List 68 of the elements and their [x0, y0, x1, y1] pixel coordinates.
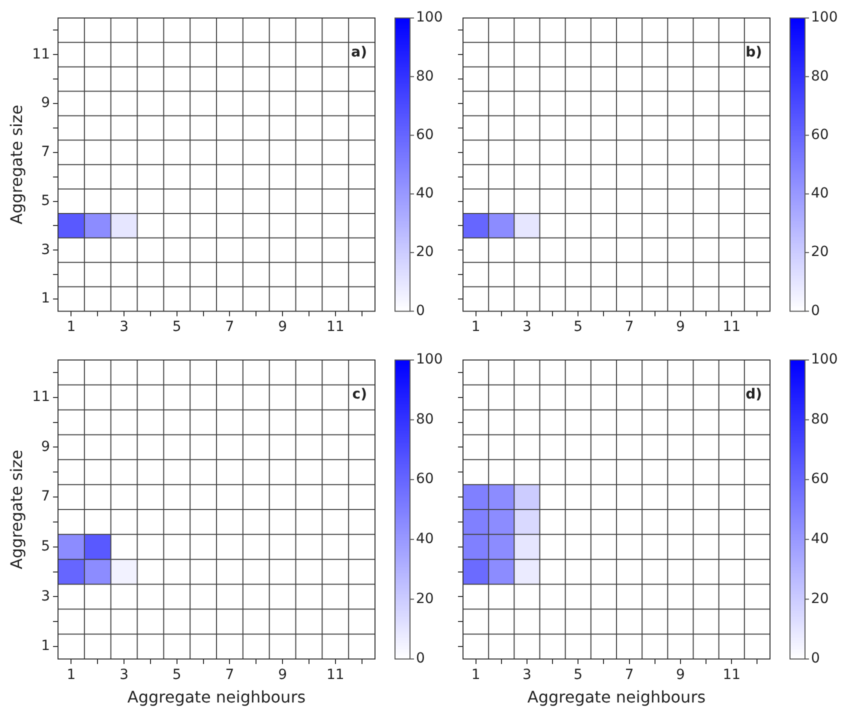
color-bar-label: 80 [811, 411, 829, 428]
color-bar-label: 0 [811, 302, 820, 319]
annotation: d) [746, 386, 762, 403]
annotation: a) [351, 44, 367, 61]
x-tick-label: 9 [676, 319, 685, 336]
x-tick-label: 1 [471, 667, 480, 684]
x-tick-label: 5 [574, 319, 583, 336]
x-tick-label: 7 [624, 667, 634, 684]
color-bar-label: 60 [811, 471, 829, 488]
color-bar-label: 100 [811, 352, 838, 368]
x-tick-label: 7 [225, 319, 234, 336]
y-tick-label: 7 [41, 144, 50, 160]
annotation: b) [746, 44, 762, 61]
x-tick-label: 11 [722, 319, 741, 336]
color-bar-label: 60 [416, 471, 434, 488]
x-tick-label: 9 [676, 667, 685, 684]
color-bar-label: 40 [811, 186, 829, 202]
x-tick-label: 11 [722, 667, 741, 684]
y-tick-label: 3 [41, 242, 50, 258]
y-tick-label: 1 [41, 290, 50, 307]
color-bar-label: 80 [811, 68, 829, 84]
x-tick-label: 7 [225, 667, 234, 684]
x-tick-label: 7 [624, 319, 634, 336]
x-tick-label: 11 [326, 667, 344, 684]
color-bar-label: 60 [811, 126, 829, 143]
color-bar-label: 100 [416, 10, 443, 26]
x-tick-label: 5 [172, 667, 182, 684]
y-axis-title: Aggregate size [6, 104, 26, 224]
color-bar-label: 80 [416, 411, 434, 428]
x-tick-label: 5 [172, 319, 182, 336]
y-tick-label: 1 [41, 638, 50, 654]
color-bar-label: 40 [416, 186, 434, 202]
color-bar-label: 80 [416, 68, 434, 84]
x-tick-label: 3 [522, 319, 532, 336]
color-bar-label: 100 [416, 352, 443, 368]
x-tick-label: 11 [326, 319, 344, 336]
x-axis-title: Aggregate neighbours [127, 688, 306, 707]
x-tick-label: 1 [66, 667, 76, 684]
y-tick-label: 3 [41, 588, 50, 604]
x-tick-label: 3 [120, 667, 129, 684]
color-bar-label: 20 [416, 244, 434, 260]
color-bar-label: 40 [416, 531, 434, 548]
y-axis-title: Aggregate size [6, 450, 26, 570]
x-tick-label: 1 [471, 319, 480, 336]
color-bar-label: 100 [811, 10, 838, 26]
y-tick-label: 11 [32, 389, 50, 406]
annotation: c) [352, 386, 367, 403]
y-tick-label: 9 [41, 438, 50, 455]
x-axis-title: Aggregate neighbours [527, 688, 706, 707]
x-tick-label: 1 [66, 319, 76, 336]
x-tick-label: 5 [574, 667, 583, 684]
y-tick-label: 11 [32, 46, 50, 62]
color-bar-label: 20 [811, 244, 829, 260]
color-bar-label: 20 [811, 590, 829, 607]
color-bar-label: 0 [811, 650, 820, 667]
y-tick-label: 5 [41, 538, 50, 555]
x-tick-label: 9 [278, 319, 288, 336]
y-tick-label: 7 [41, 488, 50, 505]
x-tick-label: 9 [278, 667, 288, 684]
y-tick-label: 9 [41, 95, 50, 112]
color-bar-label: 40 [811, 531, 829, 548]
x-tick-label: 3 [120, 319, 129, 336]
x-tick-label: 3 [522, 667, 532, 684]
color-bar-label: 60 [416, 126, 434, 143]
y-tick-label: 5 [41, 192, 50, 209]
color-bar-label: 0 [416, 650, 425, 667]
color-bar-label: 0 [416, 302, 425, 319]
color-bar-label: 20 [416, 590, 434, 607]
